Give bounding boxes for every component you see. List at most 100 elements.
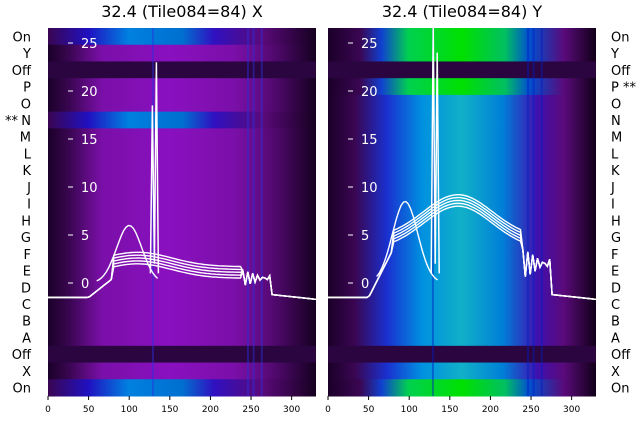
y-tick-label: 0 <box>361 277 369 292</box>
x-tick-label: 0 <box>325 405 331 415</box>
x-ticks-x: 0 50 100 150 200 250 300 <box>45 396 300 415</box>
spectrum-bump <box>96 224 159 282</box>
y-ticks-y: 0 5 10 15 20 25 <box>348 37 378 292</box>
y-tick-label: 15 <box>81 133 98 148</box>
spectrum-spike <box>149 62 160 274</box>
heatmap-row-m <box>328 128 596 146</box>
heatmap-row-o <box>328 94 596 113</box>
row-label-left: C <box>22 298 31 313</box>
heatmap-streak <box>526 28 529 396</box>
y-tick-label: 20 <box>81 85 98 100</box>
row-label-right: M <box>611 131 622 146</box>
row-label-right: C <box>611 298 620 313</box>
heatmap-row-f <box>328 245 596 263</box>
x-tick-label: 100 <box>401 405 418 415</box>
heatmap-row-h <box>328 212 596 230</box>
heatmap-row-off <box>48 345 316 364</box>
spectra-x <box>48 62 317 300</box>
row-label-left: L <box>24 147 32 162</box>
y-tick-label: 25 <box>361 37 378 52</box>
heatmap-row-o <box>48 94 316 113</box>
x-tick-label: 0 <box>45 405 51 415</box>
y-tick-label: 0 <box>81 277 89 292</box>
spectrum-line <box>328 194 597 300</box>
y-tick-label: 20 <box>361 85 378 100</box>
heatmap-row-y <box>48 44 316 62</box>
row-label-left: K <box>22 164 31 179</box>
heatmap-streak <box>540 28 543 396</box>
heatmap-row-k <box>48 161 316 180</box>
x-tick-label: 150 <box>161 405 178 415</box>
row-label-left: A <box>22 331 31 346</box>
heatmap-row-b <box>328 312 596 330</box>
heatmap-rows-y <box>328 28 596 397</box>
heatmap-row-n <box>48 111 316 129</box>
heatmap-panel-x: 32.4 (Tile084=84) X 0 5 10 15 20 25 0 50 100 150… <box>45 2 317 415</box>
heatmap-row-p <box>328 78 596 96</box>
chart-title-x: 32.4 (Tile084=84) X <box>101 2 263 21</box>
row-label-right: Y <box>610 47 619 62</box>
heatmap-row-k <box>328 161 596 180</box>
spectrum-bump <box>376 200 439 281</box>
row-label-right: L <box>611 147 619 162</box>
heatmap-row-d <box>48 278 316 297</box>
y-tick-label: 5 <box>81 229 89 244</box>
heatmap-row-i <box>48 195 316 213</box>
y-tick-label: 10 <box>361 181 378 196</box>
row-label-right: E <box>611 265 619 280</box>
row-label-left: On <box>13 382 31 397</box>
heatmap-row-g <box>48 228 316 246</box>
heatmap-row-c <box>328 295 596 313</box>
x-tick-label: 50 <box>83 405 95 415</box>
row-label-left: X <box>22 365 31 380</box>
row-label-left: H <box>21 214 31 229</box>
row-label-right: On <box>611 382 629 397</box>
row-label-right: J <box>610 181 615 196</box>
x-tick-label: 150 <box>441 405 458 415</box>
row-label-left: I <box>27 198 31 213</box>
heatmap-row-on <box>328 28 596 46</box>
row-label-right: B <box>611 315 620 330</box>
heatmap-panel-y: 32.4 (Tile084=84) Y 0 5 10 15 20 25 0 50 100 150… <box>325 2 597 415</box>
row-marker-left: ** <box>5 114 19 129</box>
row-label-left: O <box>21 97 31 112</box>
x-tick-label: 300 <box>283 405 300 415</box>
heatmap-row-h <box>48 212 316 230</box>
chart-title-y: 32.4 (Tile084=84) Y <box>382 2 543 21</box>
heatmap-row-j <box>48 178 316 196</box>
heatmap-streak <box>532 28 535 396</box>
x-ticks-y: 0 50 100 150 200 250 300 <box>325 396 580 415</box>
row-label-left: Off <box>12 64 32 79</box>
row-label-left: On <box>13 30 31 45</box>
y-tick-label: 25 <box>81 37 98 52</box>
x-tick-label: 200 <box>202 405 219 415</box>
heatmap-row-off <box>328 61 596 79</box>
y-tick-label: 10 <box>81 181 98 196</box>
row-label-right: O <box>611 97 621 112</box>
row-label-right: X <box>611 365 620 380</box>
row-label-left: G <box>21 231 31 246</box>
heatmap-row-l <box>48 145 316 163</box>
row-label-right: F <box>611 248 618 263</box>
row-label-right: Off <box>611 348 631 363</box>
spectra-y <box>328 23 597 300</box>
row-label-left: J <box>26 181 31 196</box>
x-tick-label: 200 <box>482 405 499 415</box>
row-label-left: M <box>20 131 31 146</box>
heatmap-row-j <box>328 178 596 196</box>
row-label-left: E <box>23 265 31 280</box>
heatmap-row-y <box>328 44 596 62</box>
heatmap-row-a <box>48 329 316 347</box>
row-label-right: A <box>611 331 620 346</box>
y-ticks-x: 0 5 10 15 20 25 <box>68 37 98 292</box>
heatmap-streak <box>431 28 434 396</box>
heatmap-streak <box>260 28 263 396</box>
heatmap-row-on <box>48 28 316 46</box>
heatmap-row-on <box>328 379 596 397</box>
heatmap-row-a <box>328 329 596 347</box>
row-label-right: K <box>611 164 620 179</box>
heatmap-streak <box>151 28 154 396</box>
